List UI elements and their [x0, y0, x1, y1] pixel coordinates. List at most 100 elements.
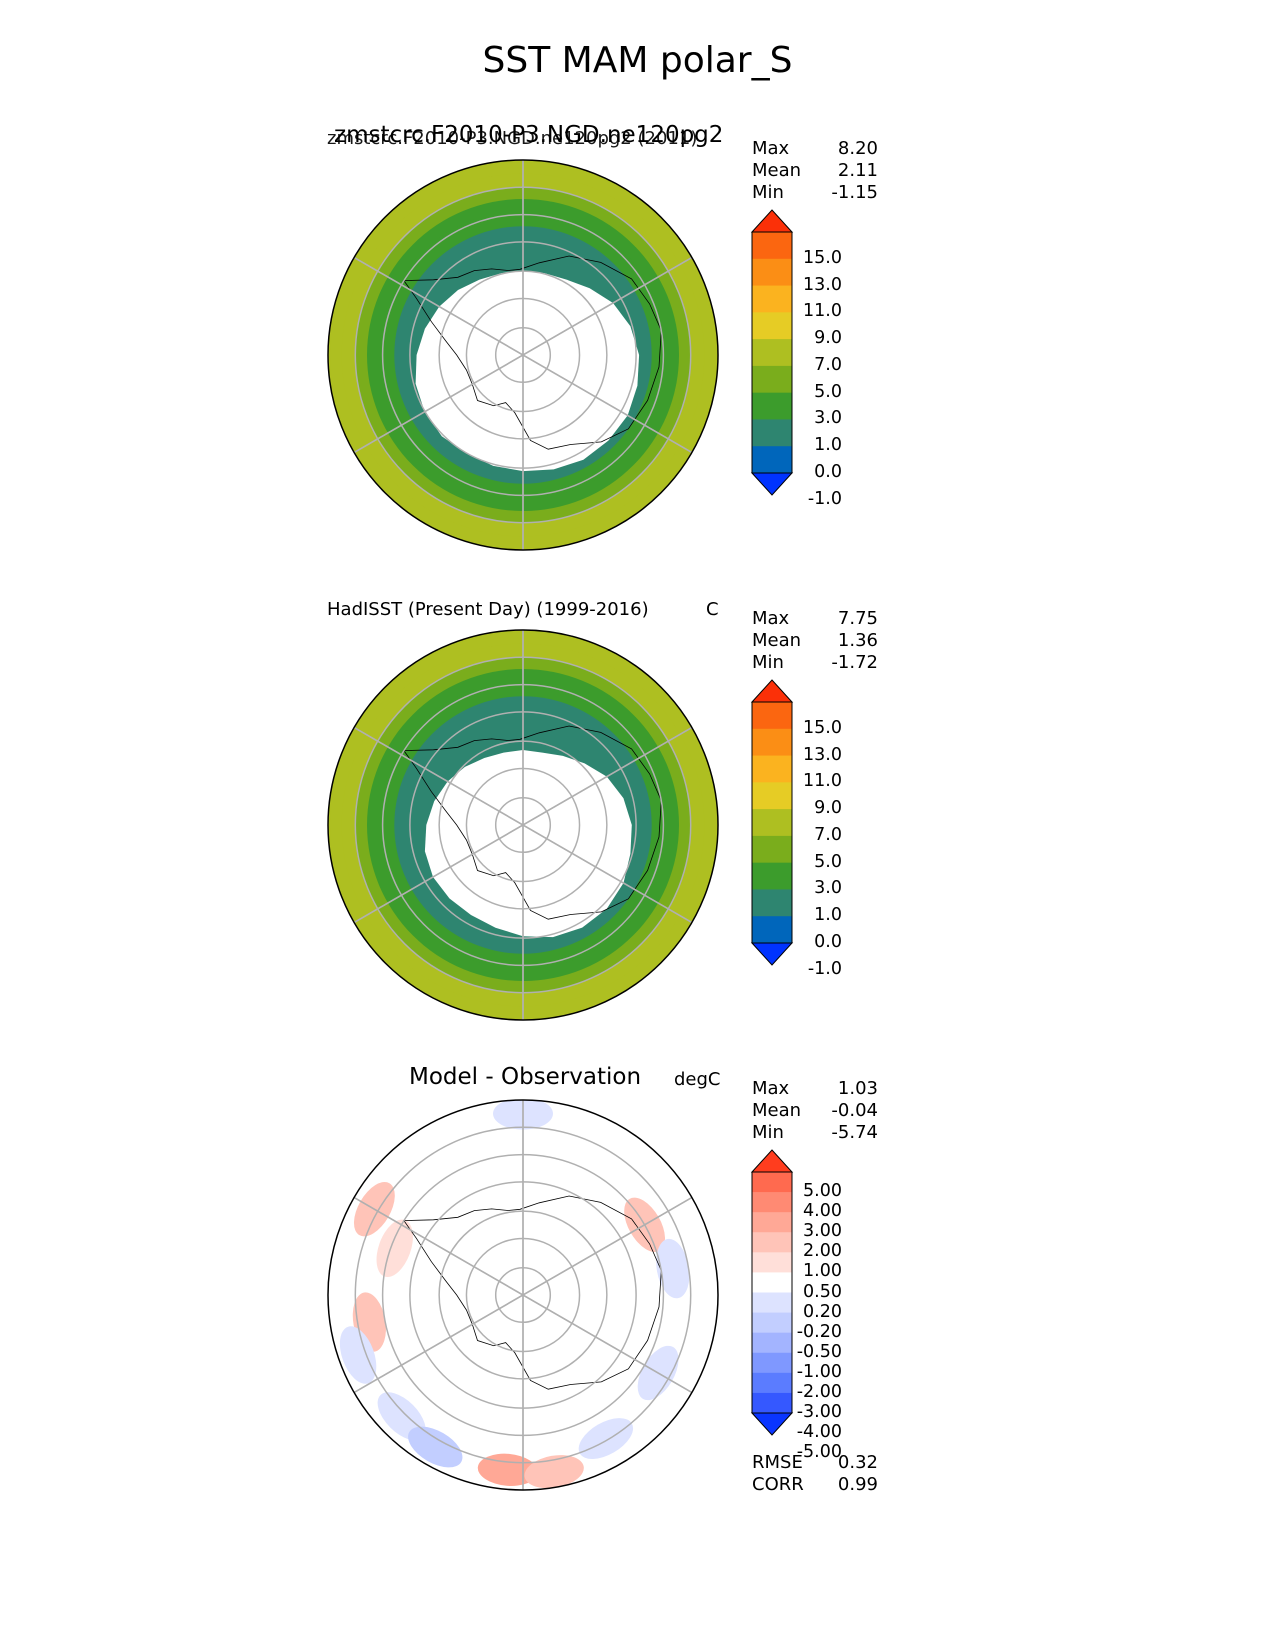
panel-1-map — [327, 159, 719, 551]
panel-3-map — [327, 1099, 719, 1491]
colorbar-segment — [752, 419, 792, 447]
colorbar-segment — [752, 1172, 792, 1193]
colorbar-segment — [752, 1352, 792, 1374]
stat-corr-label: CORR — [752, 1474, 804, 1495]
colorbar-segment — [752, 728, 792, 757]
panel-3-colorbar — [750, 1149, 794, 1436]
colorbar-extend-max — [750, 209, 794, 233]
colorbar-segment — [752, 835, 792, 864]
colorbar-tick-label: 3.00 — [803, 1221, 842, 1242]
stat-mean-value: 1.36 — [837, 630, 878, 651]
panel-1-title-overlap: zmstcrc.F2010-P3.NGD.ne120pg2 — [334, 122, 724, 148]
colorbar-tick-label: 1.0 — [814, 905, 842, 926]
figure-title: SST MAM polar_S — [482, 40, 793, 81]
stat-min-value: -5.74 — [831, 1122, 878, 1143]
stat-min-label: Min — [752, 182, 784, 203]
stat-max-label: Max — [752, 1078, 790, 1099]
stat-max-label: Max — [752, 608, 790, 629]
stat-min-label: Min — [752, 652, 784, 673]
ice-mask — [424, 750, 632, 938]
colorbar-segment — [752, 1192, 792, 1213]
colorbar-tick-label: 0.20 — [803, 1301, 842, 1322]
colorbar-segment — [752, 339, 792, 367]
colorbar-segment — [752, 1392, 792, 1414]
lon-gridline — [353, 726, 693, 924]
colorbar-segment — [752, 1292, 792, 1314]
colorbar-segment — [752, 232, 792, 260]
panel-3-stats: Max 1.03 Mean -0.04 Min -5.74 — [752, 1078, 878, 1144]
colorbar-tick-label: 3.0 — [814, 878, 842, 899]
panel-1-title: zmstcrc.F2010-P3.NGD.ne120pg2 (2011) — [327, 128, 698, 149]
colorbar-tick-label: -2.00 — [796, 1381, 842, 1402]
colorbar-tick-label: 11.0 — [803, 771, 842, 792]
stat-mean-label: Mean — [752, 160, 802, 181]
colorbar-segment — [752, 312, 792, 340]
colorbar-tick-label: 5.00 — [803, 1181, 842, 1202]
panel-1-colorbar — [750, 209, 794, 496]
colorbar-tick-label: 9.0 — [814, 798, 842, 819]
colorbar-tick-label: 1.00 — [803, 1261, 842, 1282]
colorbar-segment — [752, 1332, 792, 1354]
colorbar-tick-label: 4.00 — [803, 1201, 842, 1222]
anomaly-patch — [339, 1326, 377, 1384]
colorbar-tick-label: -1.00 — [796, 1361, 842, 1382]
colorbar-tick-label: 7.0 — [814, 824, 842, 845]
colorbar-extend-max — [750, 679, 794, 703]
colorbar-tick-label: -5.00 — [796, 1442, 842, 1463]
stat-mean-label: Mean — [752, 630, 802, 651]
stat-max-value: 8.20 — [837, 138, 878, 159]
colorbar-tick-label: 5.0 — [814, 851, 842, 872]
colorbar-segment — [752, 702, 792, 730]
colorbar-segment — [752, 285, 792, 313]
stat-min-value: -1.72 — [831, 652, 878, 673]
panel-2-stats: Max 7.75 Mean 1.36 Min -1.72 — [752, 608, 878, 674]
colorbar-segment — [752, 1252, 792, 1273]
colorbar-tick-label: 7.0 — [814, 354, 842, 375]
colorbar-tick-label: -3.00 — [796, 1402, 842, 1422]
lon-gridline — [353, 256, 693, 454]
colorbar-tick-label: 5.0 — [814, 381, 842, 402]
colorbar-tick-label: -0.20 — [796, 1321, 842, 1342]
stat-max-label: Max — [752, 138, 790, 159]
anomaly-patch — [656, 1238, 690, 1299]
colorbar-tick-label: -1.0 — [807, 958, 842, 979]
colorbar-tick-label: -0.50 — [796, 1341, 842, 1362]
panel-3-units: degC — [674, 1069, 721, 1090]
stat-max-value: 7.75 — [837, 608, 878, 629]
colorbar-tick-label: 9.0 — [814, 328, 842, 349]
stat-min-value: -1.15 — [831, 182, 878, 203]
colorbar-extend-max — [750, 1149, 794, 1173]
colorbar-tick-label: 13.0 — [803, 274, 842, 295]
colorbar-segment — [752, 916, 792, 944]
anomaly-patch — [408, 1426, 463, 1468]
colorbar-segment — [752, 1372, 792, 1394]
colorbar-segment — [752, 782, 792, 810]
lon-gridline — [353, 1196, 693, 1394]
colorbar-segment — [752, 1312, 792, 1334]
stat-corr-value: 0.99 — [837, 1474, 878, 1495]
anomaly-patch — [524, 1455, 584, 1489]
colorbar-tick-label: 13.0 — [803, 744, 842, 765]
colorbar-tick-label: 0.0 — [814, 462, 842, 482]
colorbar-segment — [752, 1232, 792, 1253]
map-boundary — [327, 159, 719, 551]
stat-mean-label: Mean — [752, 1100, 802, 1121]
colorbar-extend-min — [750, 472, 794, 496]
colorbar-segment — [752, 1212, 792, 1233]
colorbar-frame — [751, 231, 793, 474]
stat-min-label: Min — [752, 1122, 784, 1143]
colorbar-tick-label: 3.0 — [814, 408, 842, 429]
colorbar-extend-min — [750, 1412, 794, 1436]
colorbar-segment — [752, 446, 792, 474]
stat-mean-value: 2.11 — [837, 160, 878, 181]
colorbar-tick-label: 2.00 — [803, 1241, 842, 1262]
panel-2-map — [327, 629, 719, 1021]
colorbar-segment — [752, 258, 792, 287]
colorbar-segment — [752, 889, 792, 917]
map-boundary — [327, 1099, 719, 1491]
colorbar-segment — [752, 755, 792, 783]
colorbar-segment — [752, 1272, 792, 1293]
panel-2-title: HadISST (Present Day) (1999-2016) — [327, 599, 649, 620]
colorbar-tick-label: 15.0 — [803, 717, 842, 738]
colorbar-frame — [751, 701, 793, 944]
